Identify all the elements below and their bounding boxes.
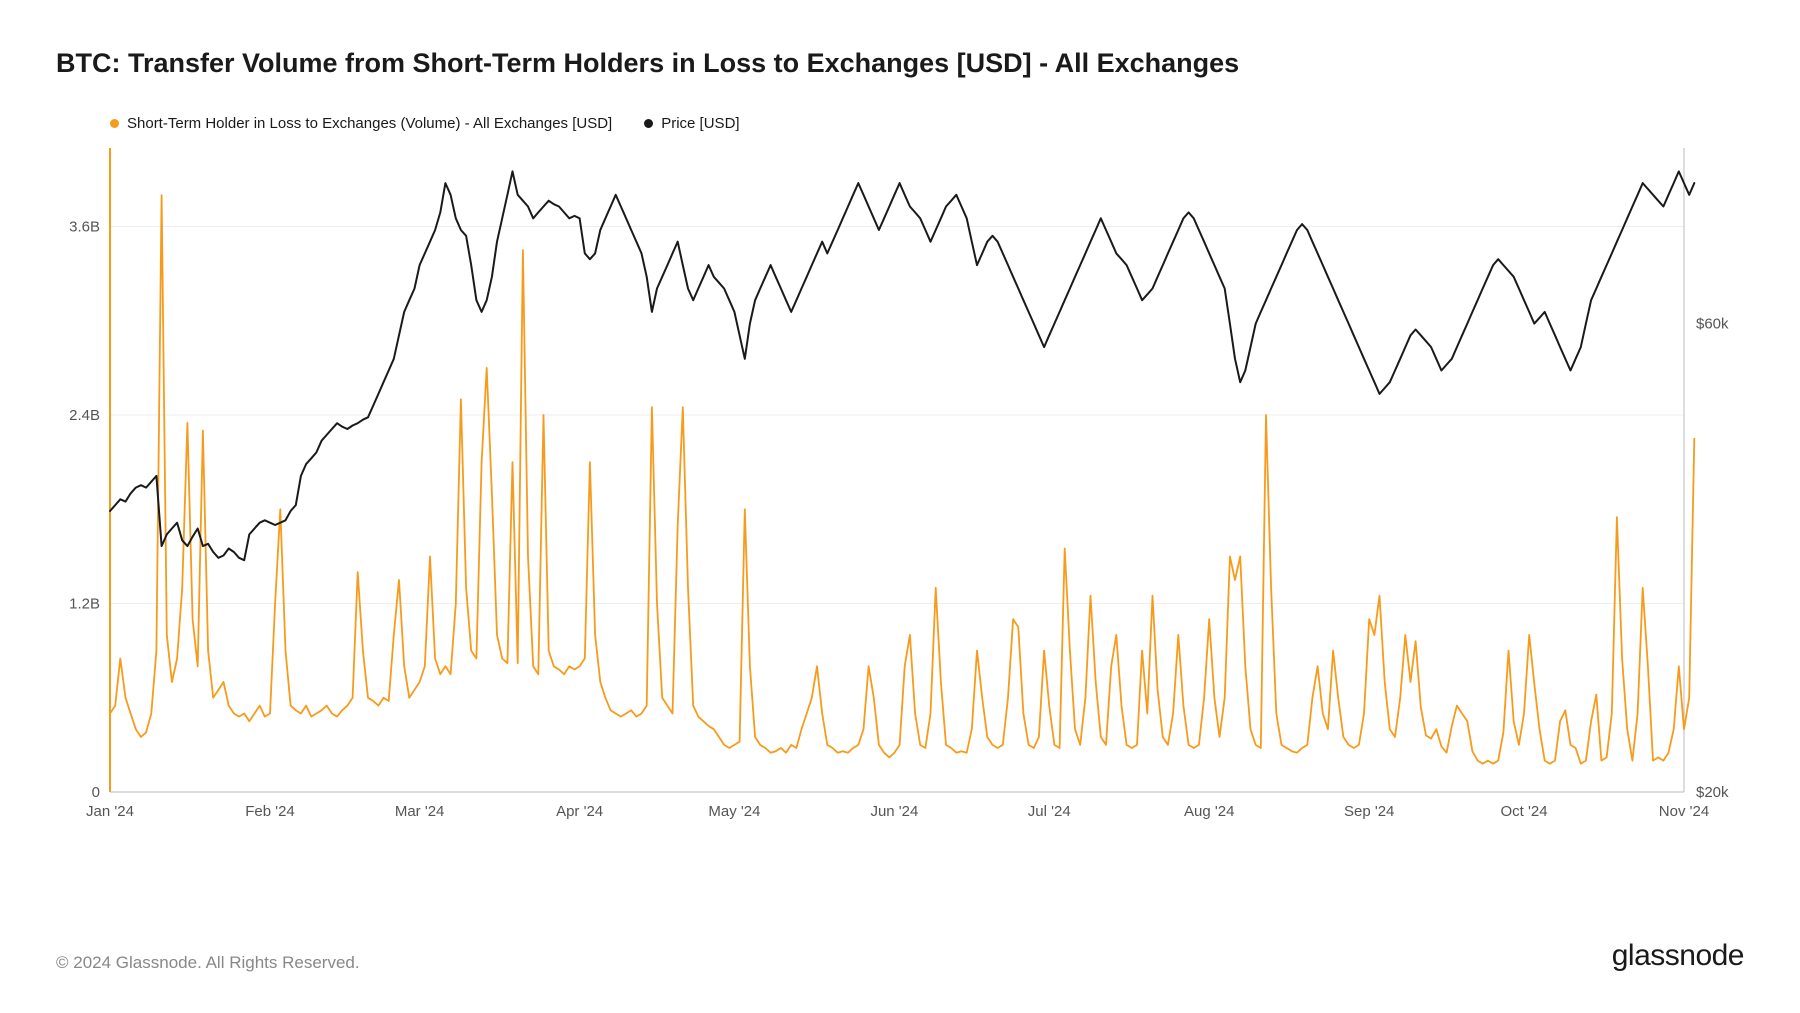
legend-item-volume: Short-Term Holder in Loss to Exchanges (… <box>110 115 612 132</box>
svg-text:$60k: $60k <box>1696 316 1729 333</box>
legend: Short-Term Holder in Loss to Exchanges (… <box>110 115 1744 132</box>
legend-marker-price <box>644 119 653 128</box>
svg-text:Nov '24: Nov '24 <box>1659 803 1709 820</box>
svg-text:May '24: May '24 <box>708 803 760 820</box>
chart-svg: 0 1.2B 2.4B 3.6B $20k $60k Jan '24 Feb '24 Mar '… <box>56 142 1744 832</box>
svg-text:0: 0 <box>92 784 100 801</box>
svg-text:Jun '24: Jun '24 <box>870 803 918 820</box>
svg-text:Feb '24: Feb '24 <box>245 803 295 820</box>
svg-text:$20k: $20k <box>1696 784 1729 801</box>
chart-title: BTC: Transfer Volume from Short-Term Hol… <box>56 48 1744 79</box>
svg-text:2.4B: 2.4B <box>69 407 100 424</box>
glassnode-logo: glassnode <box>1612 939 1744 973</box>
copyright: © 2024 Glassnode. All Rights Reserved. <box>56 953 360 973</box>
legend-item-price: Price [USD] <box>644 115 739 132</box>
svg-text:Jan '24: Jan '24 <box>86 803 134 820</box>
legend-marker-volume <box>110 119 119 128</box>
svg-text:Mar '24: Mar '24 <box>395 803 445 820</box>
chart-area: 0 1.2B 2.4B 3.6B $20k $60k Jan '24 Feb '24 Mar '… <box>56 142 1744 832</box>
svg-text:Oct '24: Oct '24 <box>1500 803 1547 820</box>
svg-text:3.6B: 3.6B <box>69 219 100 236</box>
svg-text:Jul '24: Jul '24 <box>1028 803 1071 820</box>
svg-text:Apr '24: Apr '24 <box>556 803 603 820</box>
svg-text:Aug '24: Aug '24 <box>1184 803 1234 820</box>
svg-text:Sep '24: Sep '24 <box>1344 803 1394 820</box>
legend-label-volume: Short-Term Holder in Loss to Exchanges (… <box>127 115 612 132</box>
legend-label-price: Price [USD] <box>661 115 739 132</box>
svg-text:1.2B: 1.2B <box>69 596 100 613</box>
